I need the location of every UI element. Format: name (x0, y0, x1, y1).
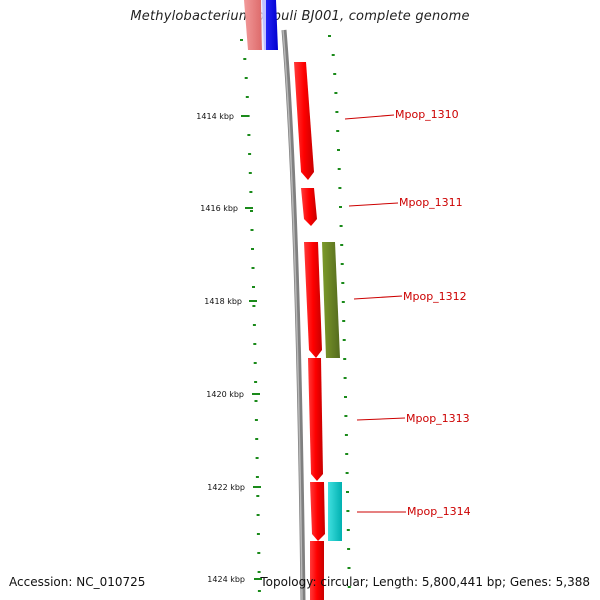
cds-arrow (301, 188, 317, 226)
axis-label-1420: 1420 kbp (206, 390, 244, 399)
axis-label-1418: 1418 kbp (204, 297, 242, 306)
axis-label-1416: 1416 kbp (200, 204, 238, 213)
genome-backbone-highlight (282, 29, 303, 600)
axis-label-1414: 1414 kbp (196, 112, 234, 121)
gene-leader-line (348, 202, 399, 207)
cds-arrow (294, 62, 314, 180)
genome-backbone (281, 29, 306, 600)
gene-leader-line (344, 114, 395, 120)
gene-label-mpop-1312[interactable]: Mpop_1312 (403, 290, 467, 303)
axis-label-1422: 1422 kbp (207, 483, 245, 492)
gene-label-mpop-1310[interactable]: Mpop_1310 (395, 108, 459, 121)
gene-leader-line (353, 295, 403, 300)
cyan-feature (328, 482, 342, 541)
map-title: Methylobacterium populi BJ001, complete … (130, 9, 470, 24)
pink-feature (244, 0, 262, 50)
blue-feature-overlay (261, 0, 266, 50)
cds-arrow (304, 242, 322, 358)
cds-arrow (310, 482, 325, 541)
cds-arrow (310, 541, 324, 600)
olive-feature (322, 242, 340, 358)
gene-leader-line (356, 417, 406, 421)
inner-lane-dots (328, 35, 351, 588)
outer-lane-dots (240, 39, 261, 592)
cds-arrow (308, 358, 323, 481)
gene-label-mpop-1314[interactable]: Mpop_1314 (407, 505, 471, 518)
axis-label-1424: 1424 kbp (207, 575, 245, 584)
genome-summary-text: Topology: circular; Length: 5,800,441 bp… (260, 575, 590, 589)
accession-text: Accession: NC_010725 (9, 575, 146, 589)
gene-label-mpop-1313[interactable]: Mpop_1313 (406, 412, 470, 425)
gene-label-mpop-1311[interactable]: Mpop_1311 (399, 196, 463, 209)
